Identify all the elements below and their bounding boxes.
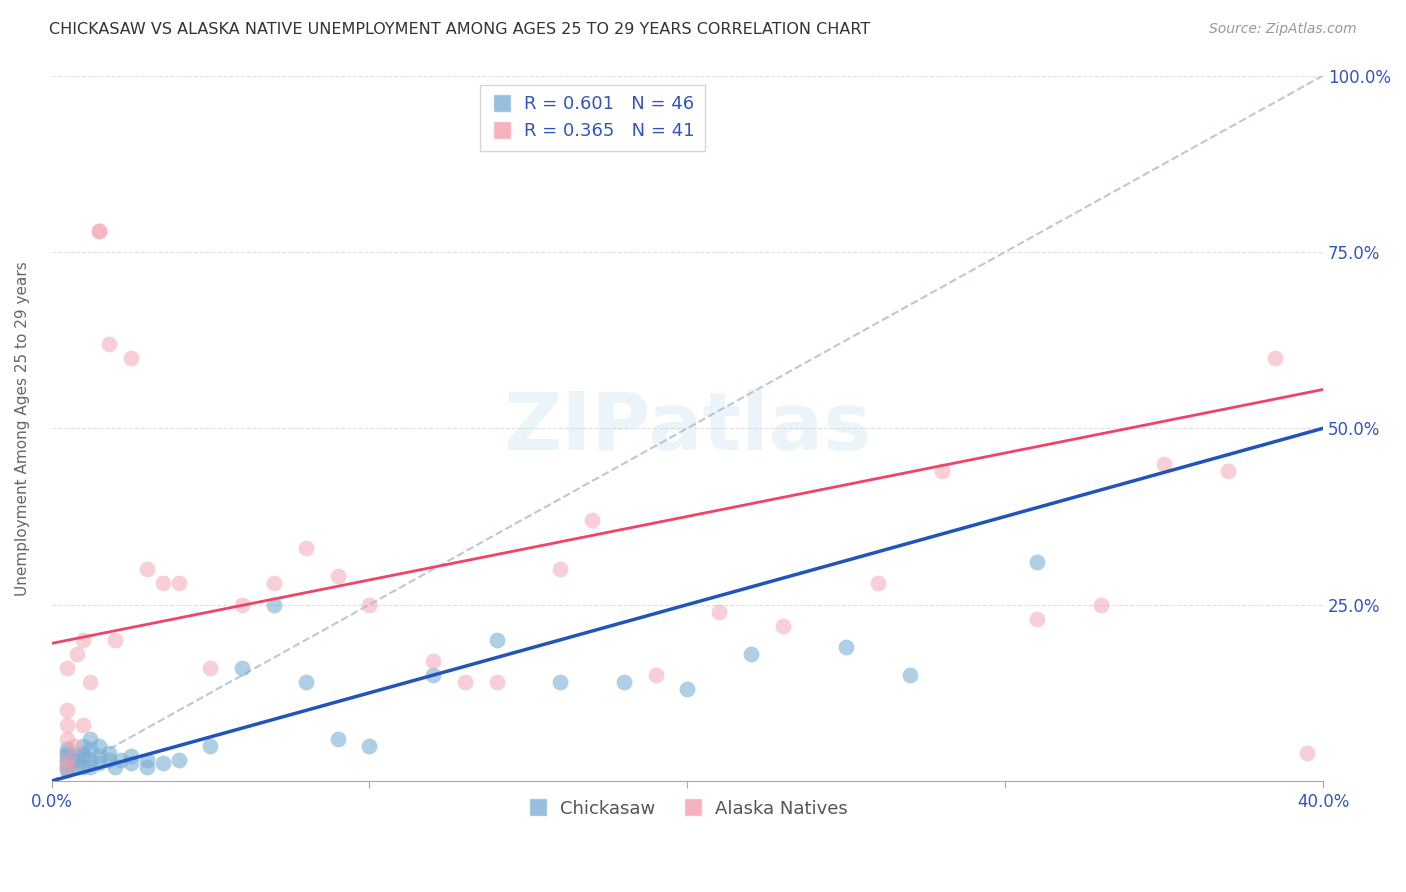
Point: [72, 746, 94, 760]
Point: [326, 569, 349, 583]
Point: [97, 336, 120, 351]
Point: [152, 756, 174, 771]
Point: [263, 598, 285, 612]
Point: [898, 668, 921, 682]
Point: [422, 668, 444, 682]
Point: [56, 661, 79, 675]
Point: [79, 742, 101, 756]
Point: [97, 753, 120, 767]
Point: [231, 598, 253, 612]
Point: [931, 464, 953, 478]
Point: [79, 753, 101, 767]
Point: [548, 675, 571, 690]
Point: [72, 739, 94, 753]
Point: [79, 731, 101, 746]
Point: [135, 562, 157, 576]
Point: [167, 753, 190, 767]
Text: ZIPatlas: ZIPatlas: [503, 389, 872, 467]
Point: [56, 731, 79, 746]
Point: [135, 760, 157, 774]
Point: [56, 742, 79, 756]
Point: [835, 640, 858, 654]
Point: [772, 619, 794, 633]
Point: [1296, 746, 1319, 760]
Point: [104, 760, 127, 774]
Point: [97, 746, 120, 760]
Point: [120, 756, 142, 771]
Point: [231, 661, 253, 675]
Point: [135, 753, 157, 767]
Point: [66, 647, 89, 661]
Legend: Chickasaw, Alaska Natives: Chickasaw, Alaska Natives: [520, 792, 855, 825]
Point: [72, 760, 94, 774]
Point: [422, 654, 444, 668]
Point: [295, 675, 318, 690]
Point: [548, 562, 571, 576]
Text: CHICKASAW VS ALASKA NATIVE UNEMPLOYMENT AMONG AGES 25 TO 29 YEARS CORRELATION CH: CHICKASAW VS ALASKA NATIVE UNEMPLOYMENT …: [49, 22, 870, 37]
Point: [66, 760, 89, 774]
Point: [120, 749, 142, 764]
Point: [707, 605, 730, 619]
Point: [644, 668, 666, 682]
Point: [326, 731, 349, 746]
Point: [1216, 464, 1239, 478]
Point: [89, 756, 111, 771]
Point: [167, 576, 190, 591]
Point: [62, 739, 84, 753]
Point: [485, 632, 508, 647]
Point: [104, 632, 127, 647]
Point: [56, 746, 79, 760]
Point: [200, 739, 222, 753]
Point: [200, 661, 222, 675]
Point: [613, 675, 636, 690]
Point: [56, 703, 79, 717]
Point: [56, 760, 79, 774]
Point: [581, 513, 603, 527]
Point: [56, 764, 79, 778]
Point: [72, 717, 94, 731]
Point: [1026, 612, 1049, 626]
Point: [89, 224, 111, 238]
Point: [56, 760, 79, 774]
Point: [152, 576, 174, 591]
Point: [89, 749, 111, 764]
Point: [295, 541, 318, 556]
Point: [359, 739, 381, 753]
Point: [56, 749, 79, 764]
Point: [1153, 457, 1175, 471]
Point: [1026, 555, 1049, 569]
Point: [89, 224, 111, 238]
Point: [56, 753, 79, 767]
Point: [868, 576, 890, 591]
Point: [740, 647, 762, 661]
Point: [359, 598, 381, 612]
Point: [79, 675, 101, 690]
Y-axis label: Unemployment Among Ages 25 to 29 years: Unemployment Among Ages 25 to 29 years: [15, 260, 30, 596]
Point: [1090, 598, 1112, 612]
Point: [66, 749, 89, 764]
Point: [72, 749, 94, 764]
Point: [110, 753, 132, 767]
Text: Source: ZipAtlas.com: Source: ZipAtlas.com: [1209, 22, 1357, 37]
Point: [676, 682, 699, 697]
Point: [72, 632, 94, 647]
Point: [89, 739, 111, 753]
Point: [454, 675, 477, 690]
Point: [56, 756, 79, 771]
Point: [56, 753, 79, 767]
Point: [263, 576, 285, 591]
Point: [66, 753, 89, 767]
Point: [1264, 351, 1286, 365]
Point: [120, 351, 142, 365]
Point: [56, 717, 79, 731]
Point: [485, 675, 508, 690]
Point: [79, 760, 101, 774]
